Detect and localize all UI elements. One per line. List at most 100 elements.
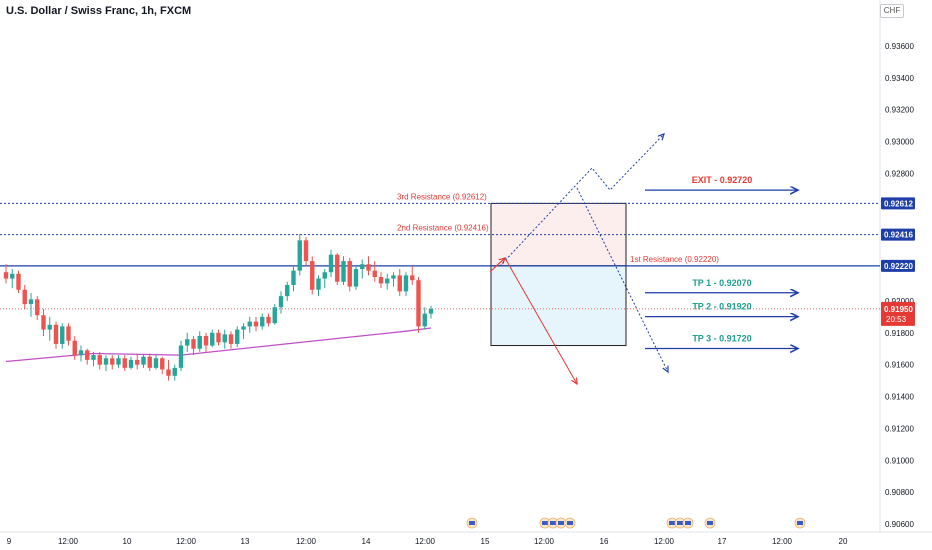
price-tick-label: 0.91200 [885, 424, 914, 433]
time-tick-label: 13 [241, 537, 250, 546]
candle [3, 272, 9, 279]
target-labels: EXIT - 0.92720 TP 1 - 0.92070 TP 2 - 0.919… [645, 175, 798, 348]
bearish-arrow-tip [493, 258, 505, 269]
price-level-badge [881, 197, 915, 210]
time-tick-label: 12:00 [534, 537, 555, 546]
exit-label: EXIT - 0.92720 [692, 175, 753, 185]
currency-badge[interactable]: CHF [880, 4, 904, 18]
candle [428, 308, 434, 314]
event-flag-stripe [567, 521, 573, 525]
candle [178, 345, 184, 368]
event-flag-stripe [677, 521, 683, 525]
candle [110, 358, 115, 365]
bar-countdown: 20:53 [886, 315, 907, 324]
candle [310, 261, 315, 290]
candle [35, 299, 40, 316]
event-flag-icon[interactable] [564, 517, 576, 529]
candle [78, 350, 84, 356]
price-tick-label: 0.90800 [885, 488, 914, 497]
price-tick-label: 0.90600 [885, 520, 914, 529]
event-flag-stripe [469, 521, 475, 525]
candle [122, 358, 127, 368]
time-tick-label: 20 [839, 537, 848, 546]
candle [328, 254, 334, 273]
candle [235, 329, 240, 344]
candle [297, 240, 302, 271]
candle [147, 356, 152, 368]
tp-label: TP 3 - 0.91720 [692, 334, 751, 344]
candle [97, 355, 102, 365]
candle [116, 358, 121, 365]
candle [228, 334, 234, 344]
candle [378, 277, 384, 284]
price-tick-label: 0.92800 [885, 169, 914, 178]
price-tick-label: 0.93200 [885, 106, 914, 115]
price-tick-label: 0.91000 [885, 456, 914, 465]
event-flag-icon[interactable] [466, 517, 478, 529]
event-flag-stripe [797, 521, 803, 525]
time-tick-label: 9 [7, 537, 12, 546]
candle [60, 326, 65, 344]
candle [278, 296, 284, 308]
tp-label: TP 2 - 0.91920 [692, 302, 751, 312]
time-tick-label: 16 [600, 537, 609, 546]
candle [153, 358, 159, 368]
candle [47, 324, 52, 330]
candle [403, 275, 409, 292]
trade-zones [490, 202, 627, 347]
candle [172, 367, 177, 376]
price-level-badge [881, 228, 915, 241]
candle [360, 264, 365, 270]
candle [16, 273, 21, 290]
candle [10, 273, 15, 279]
time-axis[interactable]: 9 12:00 10 12:00 13 12:00 14 12:00 15 12:00 16 12:0… [7, 537, 848, 546]
price-tick-label: 0.91600 [885, 361, 914, 370]
candle [160, 358, 165, 370]
economic-events[interactable] [466, 517, 806, 529]
candle [353, 269, 359, 287]
target-zone [490, 265, 627, 347]
time-tick-label: 12:00 [296, 537, 317, 546]
candle [322, 272, 327, 279]
candle [128, 359, 134, 368]
event-flag-stripe [550, 521, 556, 525]
time-tick-label: 17 [718, 537, 727, 546]
event-flag-icon[interactable] [555, 517, 567, 529]
candle [303, 240, 309, 262]
time-tick-label: 12:00 [654, 537, 675, 546]
price-level-badge-label: 0.92220 [884, 262, 913, 271]
price-level-badge [881, 259, 915, 272]
resistance-label: 3rd Resistance (0.92612) [397, 192, 487, 201]
time-tick-label: 12:00 [176, 537, 197, 546]
event-flag-stripe [542, 521, 548, 525]
candle [285, 284, 290, 297]
price-tick-label: 0.91800 [885, 329, 914, 338]
candle [197, 335, 202, 349]
candle [141, 356, 146, 365]
candle [85, 350, 90, 360]
candle [341, 261, 346, 282]
time-tick-label: 12:00 [58, 537, 79, 546]
candle [216, 332, 221, 343]
bullish-projection [499, 134, 664, 267]
candle [410, 275, 415, 281]
candle [335, 254, 340, 282]
candle [247, 321, 252, 327]
price-tick-label: 0.93600 [885, 42, 914, 51]
candle [222, 334, 227, 343]
price-tick-label: 0.93000 [885, 138, 914, 147]
event-flag-icon[interactable] [794, 517, 806, 529]
time-tick-label: 12:00 [415, 537, 436, 546]
candle [203, 335, 209, 346]
resistance-label: 2nd Resistance (0.92416) [397, 224, 489, 233]
candle [41, 315, 46, 330]
event-flag-icon[interactable] [682, 517, 694, 529]
time-tick-label: 14 [362, 537, 371, 546]
price-axis[interactable]: 0.93600 0.93400 0.93200 0.93000 0.92800 0.920… [881, 42, 915, 529]
price-tick-label: 0.92000 [885, 297, 914, 306]
event-flag-icon[interactable] [704, 517, 716, 529]
candle [72, 340, 77, 356]
candle [53, 324, 59, 344]
candle [366, 264, 371, 271]
